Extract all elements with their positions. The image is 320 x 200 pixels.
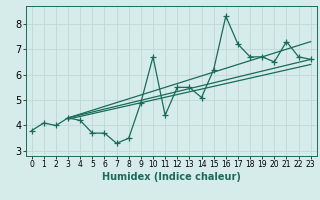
X-axis label: Humidex (Indice chaleur): Humidex (Indice chaleur) — [102, 172, 241, 182]
